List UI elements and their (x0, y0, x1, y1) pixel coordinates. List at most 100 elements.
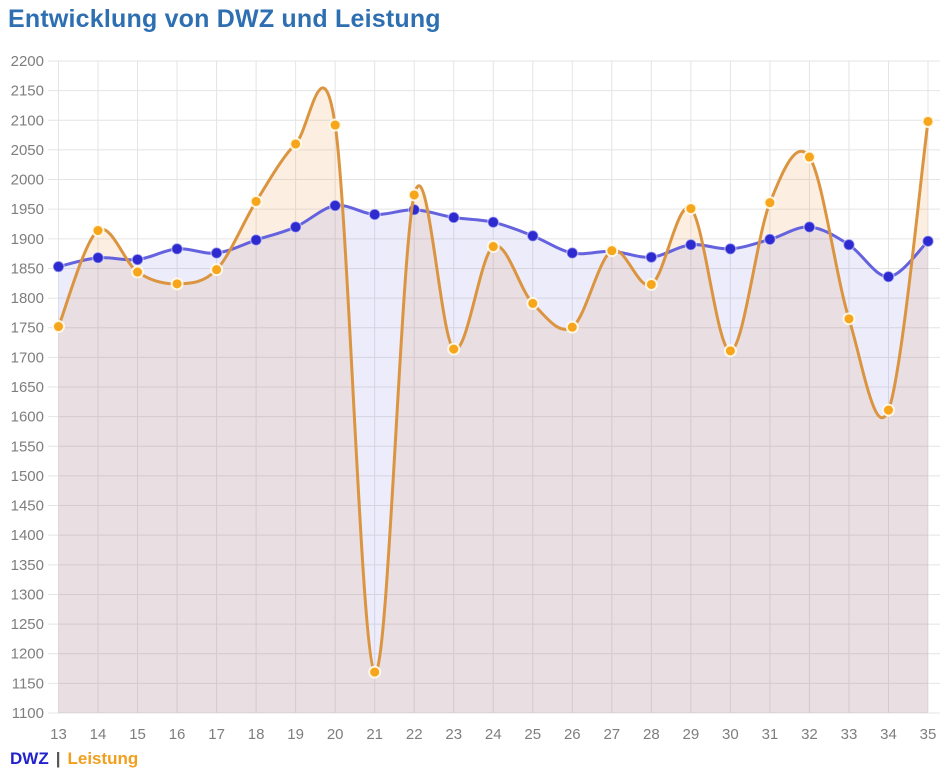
leistung-point-21[interactable] (368, 665, 382, 679)
legend-item-dwz[interactable]: DWZ (10, 749, 49, 768)
leistung-point-14[interactable] (91, 224, 105, 238)
x-axis-label: 21 (366, 726, 383, 743)
x-axis-label: 35 (920, 726, 937, 743)
dwz-point-17[interactable] (210, 246, 223, 260)
leistung-point-34[interactable] (881, 403, 895, 417)
y-axis-label: 2150 (11, 83, 44, 100)
y-axis-label: 1800 (11, 290, 44, 307)
x-axis-label: 27 (603, 726, 620, 743)
leistung-points (52, 114, 935, 679)
y-axis-label: 2200 (11, 53, 44, 70)
leistung-point-26[interactable] (565, 320, 579, 334)
y-axis-label: 1850 (11, 260, 44, 277)
y-axis-label: 1700 (11, 349, 44, 366)
chart-legend: DWZ | Leistung (10, 748, 138, 770)
dwz-point-15[interactable] (131, 253, 144, 266)
x-axis-label: 25 (524, 726, 541, 743)
x-axis-label: 30 (722, 726, 739, 743)
x-axis-label: 14 (90, 726, 107, 743)
leistung-line (57, 86, 930, 674)
dwz-point-21[interactable] (368, 208, 381, 221)
x-axis-label: 28 (643, 726, 660, 743)
y-axis-label: 1100 (12, 705, 44, 722)
leistung-point-35[interactable] (921, 114, 935, 128)
leistung-point-19[interactable] (289, 137, 303, 151)
y-axis-label: 1150 (12, 675, 44, 692)
dwz-point-31[interactable] (763, 233, 777, 246)
leistung-point-22[interactable] (407, 188, 421, 202)
y-axis-label: 1550 (11, 438, 44, 455)
dwz-point-30[interactable] (724, 242, 737, 256)
dwz-point-16[interactable] (170, 242, 184, 256)
leistung-point-32[interactable] (802, 150, 816, 164)
x-axis-label: 19 (287, 726, 304, 743)
dwz-point-19[interactable] (289, 220, 302, 234)
leistung-point-33[interactable] (842, 312, 856, 326)
leistung-point-31[interactable] (763, 196, 777, 210)
dwz-point-25[interactable] (526, 229, 540, 243)
dwz-point-23[interactable] (447, 211, 460, 224)
y-axis-label: 1900 (11, 231, 44, 248)
x-axis-label: 26 (564, 726, 581, 743)
leistung-point-20[interactable] (328, 118, 342, 132)
x-axis-label: 32 (801, 726, 818, 743)
x-axis-label: 15 (129, 726, 146, 743)
dwz-point-34[interactable] (882, 270, 895, 284)
y-axis-labels: 1100 1150 1200 1250 1300 1350 1400 1450 1500 1550… (11, 53, 44, 722)
x-axis-label: 31 (762, 726, 779, 743)
x-axis-label: 13 (50, 726, 67, 743)
dwz-area (58, 205, 928, 713)
x-axis-label: 17 (208, 726, 225, 743)
leistung-point-27[interactable] (605, 244, 619, 258)
legend-item-leistung[interactable]: Leistung (67, 749, 139, 768)
dwz-points (52, 199, 935, 284)
x-axis-label: 23 (445, 726, 462, 743)
x-axis-label: 33 (841, 726, 858, 743)
dwz-point-33[interactable] (842, 238, 856, 251)
leistung-point-18[interactable] (249, 194, 263, 208)
x-axis-label: 18 (248, 726, 265, 743)
leistung-point-24[interactable] (486, 240, 500, 254)
dwz-point-32[interactable] (803, 220, 816, 234)
dwz-point-28[interactable] (645, 250, 658, 264)
leistung-point-29[interactable] (684, 202, 698, 216)
leistung-point-16[interactable] (170, 277, 184, 291)
leistung-point-17[interactable] (210, 263, 224, 277)
y-axis-label: 1350 (11, 557, 44, 574)
y-axis-label: 2100 (11, 112, 44, 129)
dwz-point-26[interactable] (566, 246, 579, 260)
dwz-point-29[interactable] (684, 238, 698, 251)
y-axis-label: 1950 (11, 201, 44, 218)
x-axis-label: 22 (406, 726, 423, 743)
y-axis-label: 1300 (11, 586, 44, 603)
y-axis-label: 1600 (11, 409, 44, 426)
dwz-point-14[interactable] (91, 251, 105, 265)
dwz-point-13[interactable] (52, 260, 65, 273)
dwz-point-35[interactable] (921, 234, 935, 248)
x-axis-label: 16 (169, 726, 186, 743)
y-axis-label: 2050 (11, 142, 44, 159)
y-axis-label: 1200 (11, 646, 44, 663)
y-axis-label: 2000 (11, 172, 44, 189)
y-axis-label: 1750 (11, 320, 44, 337)
legend-separator: | (55, 749, 61, 768)
y-axis-label: 1650 (11, 379, 44, 396)
x-axis-label: 24 (485, 726, 502, 743)
leistung-point-13[interactable] (52, 320, 65, 334)
dwz-point-18[interactable] (249, 233, 263, 247)
y-axis-label: 1250 (11, 616, 44, 633)
gridlines (48, 60, 940, 714)
chart-title: Entwicklung von DWZ und Leistung (8, 5, 441, 33)
leistung-point-23[interactable] (447, 342, 461, 356)
line-chart: 1100 1150 1200 1250 1300 1350 1400 1450 1500 1550… (11, 53, 940, 743)
dwz-point-20[interactable] (328, 199, 342, 212)
leistung-area (58, 87, 928, 714)
y-axis-label: 1450 (11, 498, 44, 515)
leistung-point-30[interactable] (723, 344, 737, 358)
leistung-point-28[interactable] (644, 277, 658, 291)
leistung-point-15[interactable] (131, 265, 145, 279)
x-axis-label: 20 (327, 726, 344, 743)
y-axis-label: 1500 (11, 468, 44, 485)
leistung-point-25[interactable] (526, 296, 540, 310)
dwz-point-24[interactable] (487, 215, 500, 229)
